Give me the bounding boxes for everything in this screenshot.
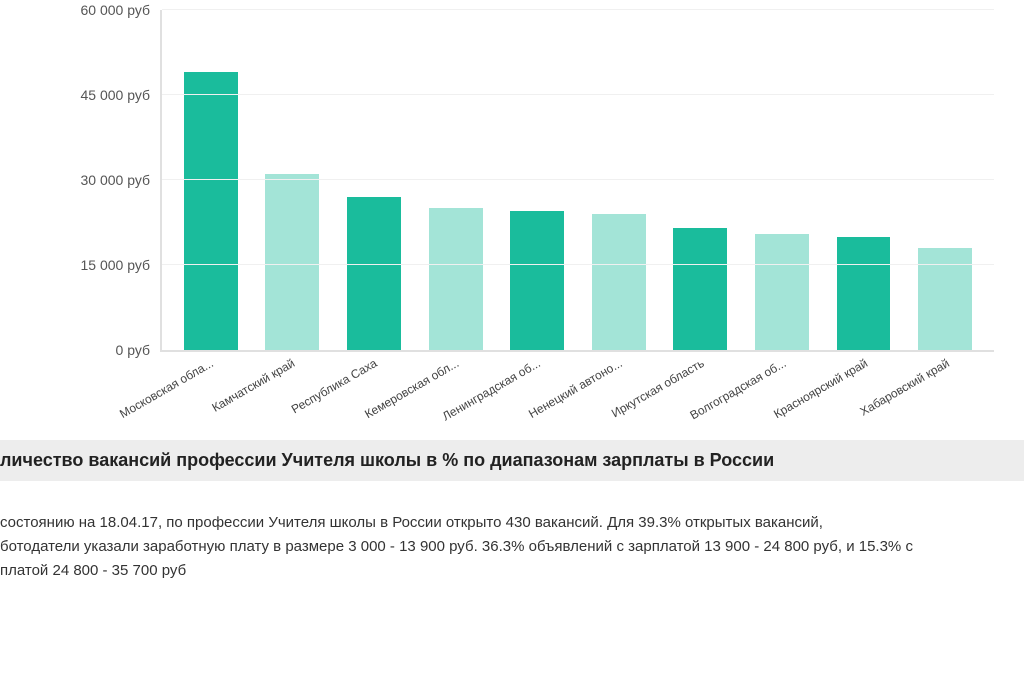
plot-area: 0 руб15 000 руб30 000 руб45 000 руб60 00… <box>160 10 994 352</box>
bar <box>592 214 646 350</box>
description-line: состоянию на 18.04.17, по профессии Учит… <box>0 511 1024 535</box>
bar-slot <box>741 10 823 350</box>
y-tick-label: 45 000 руб <box>80 87 162 103</box>
bar <box>755 234 809 350</box>
bar <box>837 237 891 350</box>
bar-slot <box>578 10 660 350</box>
bars-container <box>162 10 994 350</box>
section-heading: личество вакансий профессии Учителя школ… <box>0 440 1024 481</box>
bar-slot <box>496 10 578 350</box>
x-tick-label: Московская обла... <box>117 356 216 421</box>
bar <box>510 211 564 350</box>
bar <box>265 174 319 350</box>
gridline: 30 000 руб <box>162 179 994 180</box>
bar-slot <box>823 10 905 350</box>
bar-slot <box>252 10 334 350</box>
description-text: состоянию на 18.04.17, по профессии Учит… <box>0 511 1024 583</box>
bar-slot <box>660 10 742 350</box>
description-line: ботодатели указали заработную плату в ра… <box>0 535 1024 559</box>
bar-slot <box>170 10 252 350</box>
x-axis-labels: Московская обла...Камчатский крайРеспубл… <box>160 352 994 412</box>
description-line: платой 24 800 - 35 700 руб <box>0 559 1024 583</box>
bar <box>347 197 401 350</box>
y-tick-label: 30 000 руб <box>80 172 162 188</box>
bar-slot <box>415 10 497 350</box>
salary-chart: 0 руб 15 000 руб 30 000 руб 45 000 руб 60 00… <box>0 0 1024 410</box>
bar <box>673 228 727 350</box>
bar <box>429 208 483 350</box>
y-tick-label: 60 000 руб <box>80 2 162 18</box>
bar-slot <box>333 10 415 350</box>
bar <box>184 72 238 350</box>
bar-slot <box>904 10 986 350</box>
y-tick-label: 0 руб <box>116 342 162 358</box>
gridline: 60 000 руб <box>162 9 994 10</box>
y-tick-label: 15 000 руб <box>80 257 162 273</box>
x-label-slot: Хабаровский край <box>904 352 986 412</box>
gridline: 45 000 руб <box>162 94 994 95</box>
gridline: 15 000 руб <box>162 264 994 265</box>
